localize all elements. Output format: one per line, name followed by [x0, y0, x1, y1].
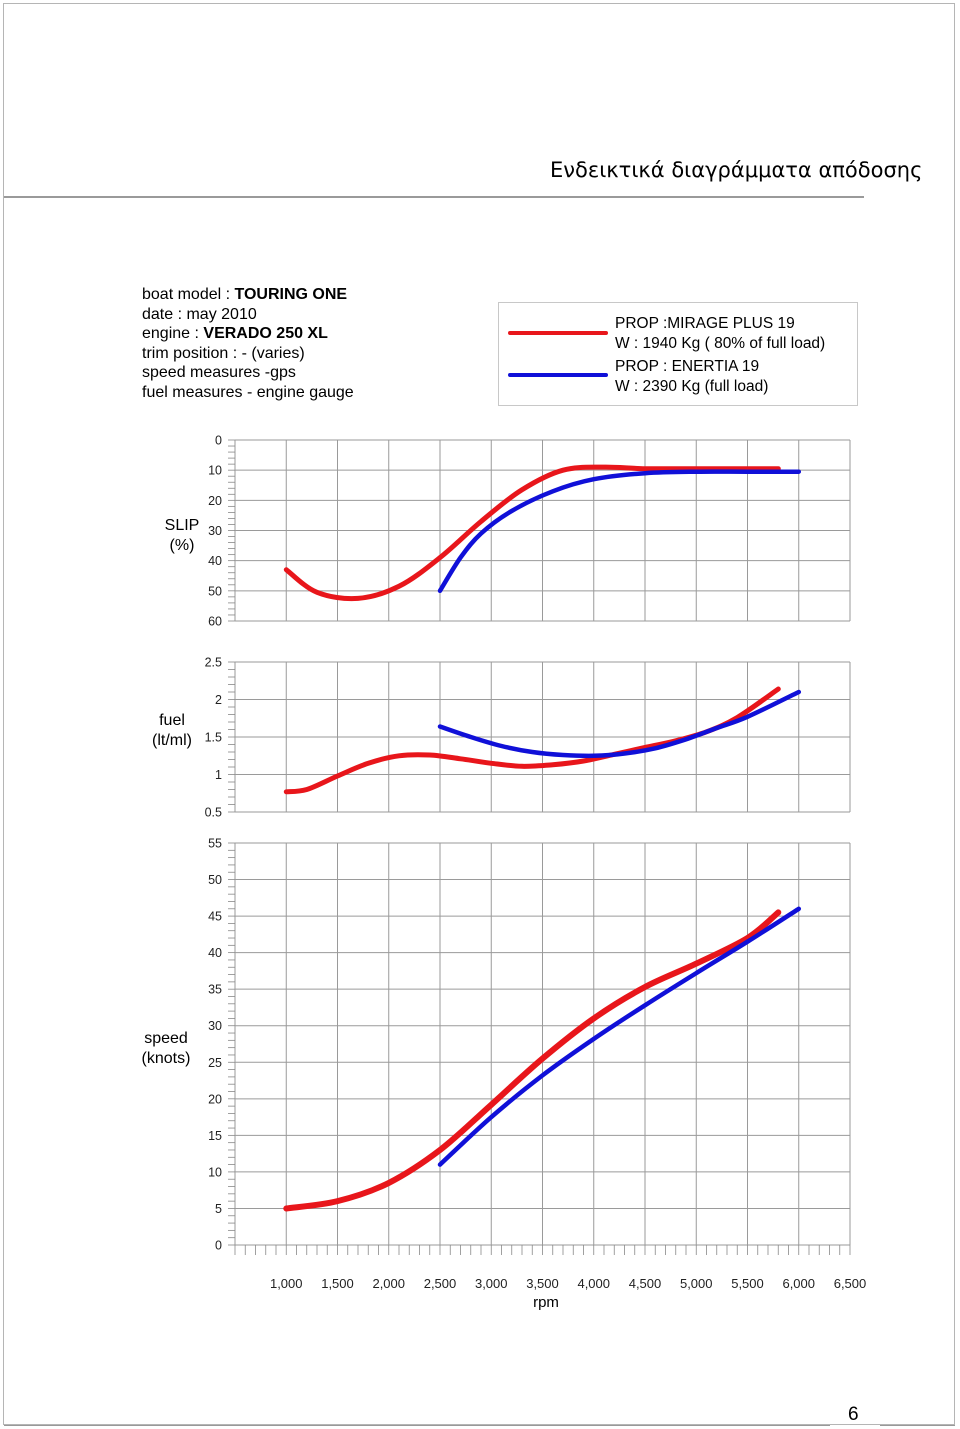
slip-ylabel: SLIP (%) [165, 517, 200, 554]
speed-ytick-label: 35 [208, 983, 222, 997]
speed-ytick-label: 45 [208, 910, 222, 924]
speed-series-2-line [437, 906, 802, 1167]
xtick-label: 3,000 [475, 1276, 508, 1291]
speed-ylabel: speed (knots) [142, 1030, 191, 1067]
speed-ytick-label: 0 [215, 1239, 222, 1253]
fuel-ytick-label: 2.5 [205, 656, 222, 670]
footer-rule-left [4, 1425, 830, 1426]
chart-legend: PROP :MIRAGE PLUS 19 W : 1940 Kg ( 80% o… [498, 302, 858, 406]
boat-model-label: boat model : [142, 286, 235, 303]
fuel-ytick-label: 1.5 [205, 731, 222, 745]
slip-ytick-label: 0 [215, 434, 222, 448]
slip-ytick-label: 10 [208, 464, 222, 478]
page-frame [3, 3, 955, 1425]
fuel-series-1-line [283, 686, 781, 795]
slip-series-1-line [283, 464, 781, 602]
legend-series2-prop: PROP : ENERTIA 19 [615, 358, 760, 375]
legend-series1-weight: W : 1940 Kg ( 80% of full load) [615, 335, 826, 352]
header-title: Ενδεικτικά διαγράμματα απόδοσης [550, 158, 923, 182]
engine-row: engine : VERADO 250 XL [142, 324, 354, 344]
xtick-label: 4,000 [577, 1276, 610, 1291]
speed-ytick-label: 20 [208, 1092, 222, 1106]
xtick-label: 5,000 [680, 1276, 713, 1291]
boat-model-value: TOURING ONE [234, 286, 348, 303]
fuel-ylabel: fuel (lt/ml) [152, 712, 192, 749]
speed-series-1-line [283, 909, 782, 1212]
slip-ytick-label: 60 [208, 615, 222, 629]
trim-row: trim position : - (varies) [142, 344, 305, 362]
xtick-label: 4,500 [629, 1276, 662, 1291]
info-block: boat model : TOURING ONE date : may 2010… [142, 285, 354, 403]
speed-ytick-label: 15 [208, 1129, 222, 1143]
speed-ytick-label: 25 [208, 1056, 222, 1070]
slip-series-2-line [437, 469, 802, 594]
xtick-label: 3,500 [526, 1276, 559, 1291]
xtick-label: 1,000 [270, 1276, 303, 1291]
x-axis-label: rpm [533, 1294, 559, 1311]
speed-ytick-label: 40 [208, 946, 222, 960]
slip-ytick-label: 50 [208, 584, 222, 598]
xtick-label: 2,000 [372, 1276, 405, 1291]
legend-series1-prop: PROP :MIRAGE PLUS 19 [615, 315, 795, 332]
fuel-ytick-label: 1 [215, 768, 222, 782]
xtick-label: 6,500 [834, 1276, 867, 1291]
speed-measures-row: speed measures -gps [142, 364, 296, 382]
footer-rule-right [880, 1425, 955, 1426]
legend-line-series1 [508, 331, 608, 335]
header-rule [4, 196, 864, 198]
xtick-label: 5,500 [731, 1276, 764, 1291]
fuel-ytick-label: 2 [215, 693, 222, 707]
boat-model-row: boat model : TOURING ONE [142, 285, 354, 305]
slip-ytick-label: 20 [208, 494, 222, 508]
slip-ytick-label: 40 [208, 554, 222, 568]
fuel-ytick-label: 0.5 [205, 806, 222, 820]
speed-ytick-label: 50 [208, 873, 222, 887]
speed-ytick-label: 5 [215, 1202, 222, 1216]
engine-value: VERADO 250 XL [203, 325, 328, 343]
fuel-measures-row: fuel measures - engine gauge [142, 383, 354, 401]
xtick-label: 1,500 [321, 1276, 354, 1291]
page-number: 6 [848, 1404, 859, 1425]
date-row: date : may 2010 [142, 305, 257, 323]
xtick-label: 2,500 [424, 1276, 457, 1291]
fuel-series-2-line [437, 689, 802, 759]
legend-series2-weight: W : 2390 Kg (full load) [615, 378, 769, 395]
xtick-label: 6,000 [782, 1276, 815, 1291]
speed-ytick-label: 55 [208, 837, 222, 851]
engine-label: engine : [142, 325, 204, 343]
legend-line-series2 [508, 373, 608, 377]
speed-ytick-label: 10 [208, 1165, 222, 1179]
slip-ytick-label: 30 [208, 524, 222, 538]
speed-ytick-label: 30 [208, 1019, 222, 1033]
